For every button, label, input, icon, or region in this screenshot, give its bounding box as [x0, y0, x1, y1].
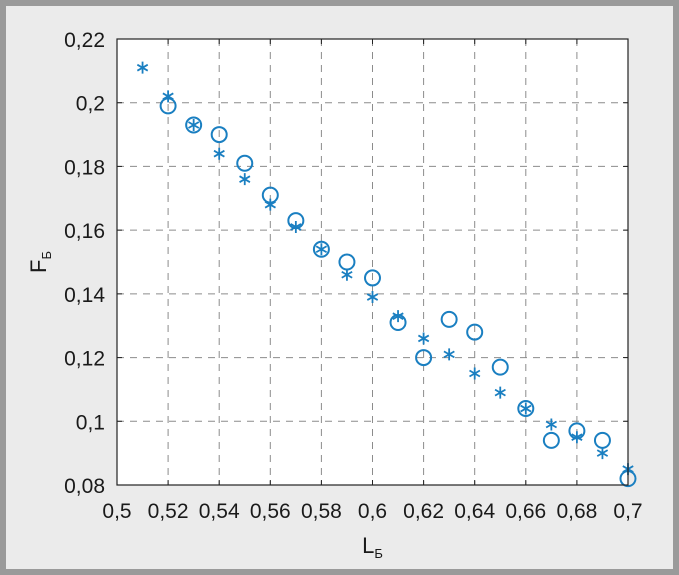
- x-tick-label: 0,52: [148, 500, 189, 523]
- star-marker: [571, 431, 583, 444]
- series-stars: [136, 61, 634, 476]
- x-tick-label: 0,5: [102, 500, 131, 523]
- circle-marker: [185, 116, 203, 134]
- x-axis-ticks: 0,5 0,52 0,54 0,56 0,58 0,6 0,62 0,64 0,66 0,68 0,…: [102, 39, 643, 523]
- star-marker: [545, 418, 557, 431]
- x-tick-label: 0,66: [505, 500, 546, 523]
- star-marker: [443, 348, 455, 361]
- star-marker: [188, 119, 200, 132]
- circle-marker: [517, 400, 535, 418]
- circle-marker: [542, 431, 560, 449]
- x-tick-label: 0,56: [250, 500, 291, 523]
- star-marker: [392, 310, 404, 323]
- y-tick-label: 0,12: [64, 348, 105, 371]
- y-tick-label: 0,1: [76, 411, 105, 434]
- x-tick-label: 0,64: [454, 500, 495, 523]
- x-tick-label: 0,62: [403, 500, 444, 523]
- y-axis-label-main: F: [26, 260, 51, 273]
- y-tick-label: 0,14: [64, 284, 105, 307]
- star-marker: [596, 447, 609, 460]
- circle-marker: [415, 349, 433, 367]
- circle-marker: [491, 358, 509, 376]
- x-tick-label: 0,54: [199, 500, 240, 523]
- circle-marker: [466, 323, 484, 341]
- y-tick-label: 0,16: [64, 220, 105, 243]
- x-tick-label: 0,7: [613, 500, 642, 523]
- x-tick-label: 0,6: [358, 500, 387, 523]
- star-marker: [264, 198, 276, 211]
- x-axis-label: LБ: [362, 533, 383, 561]
- x-axis-label-subscript: Б: [374, 546, 383, 561]
- star-marker: [239, 173, 251, 186]
- x-axis-label-main: L: [362, 533, 374, 558]
- y-axis-label-subscript: Б: [39, 251, 54, 260]
- star-marker: [136, 61, 149, 74]
- circle-marker: [210, 126, 228, 144]
- circle-marker: [236, 154, 254, 172]
- y-tick-label: 0,2: [76, 93, 105, 116]
- circle-marker: [312, 240, 330, 258]
- star-marker: [162, 90, 174, 103]
- circle-marker: [364, 269, 381, 287]
- star-marker: [520, 402, 532, 415]
- data-points: [136, 61, 637, 488]
- grid-lines: [117, 39, 628, 485]
- star-marker: [494, 386, 506, 399]
- star-marker: [213, 147, 225, 160]
- star-marker: [417, 332, 430, 345]
- series-circles: [159, 97, 637, 488]
- star-marker: [469, 367, 481, 380]
- star-marker: [290, 220, 302, 233]
- x-tick-label: 0,58: [301, 500, 342, 523]
- star-marker: [366, 291, 379, 304]
- star-marker: [341, 268, 353, 281]
- y-axis-ticks: 0,08 0,1 0,12 0,14 0,16 0,18 0,2 0,22: [64, 29, 628, 498]
- y-axis-label: FБ: [26, 251, 54, 273]
- x-tick-label: 0,68: [556, 500, 597, 523]
- y-tick-label: 0,18: [64, 156, 105, 179]
- plot-border: [116, 38, 629, 486]
- y-tick-label: 0,08: [64, 475, 105, 498]
- y-tick-label: 0,22: [64, 29, 105, 52]
- circle-marker: [440, 310, 458, 328]
- star-marker: [315, 243, 328, 256]
